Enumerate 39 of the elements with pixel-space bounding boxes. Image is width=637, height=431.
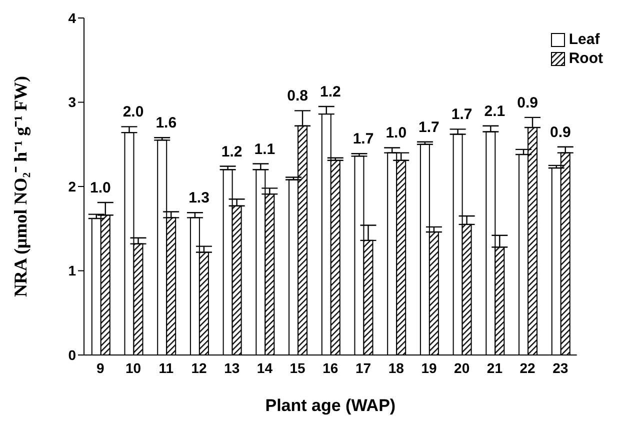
x-tick-label: 16: [322, 360, 338, 376]
annotation: 1.2: [221, 143, 242, 160]
x-tick-label: 19: [421, 360, 437, 376]
y-axis-title: NRA (μmol NO₂⁻ h⁻¹ g⁻¹ FW): [10, 76, 30, 297]
y-tick-label: 3: [68, 94, 76, 110]
x-tick-label: 12: [191, 360, 207, 376]
x-tick-label: 21: [486, 360, 503, 376]
annotation: 1.7: [352, 130, 374, 148]
annotation: 2.1: [484, 102, 506, 120]
x-tick-label: 15: [290, 360, 306, 376]
annotation: 0.9: [517, 94, 538, 112]
x-tick-label: 9: [96, 360, 105, 376]
annotation: 1.6: [156, 114, 177, 132]
annotation: 1.1: [254, 140, 276, 158]
x-tick-label: 18: [388, 360, 404, 376]
x-tick-label: 17: [355, 360, 372, 376]
annotation: 1.7: [451, 106, 472, 124]
x-tick-label: 22: [520, 360, 536, 376]
x-tick-label: 11: [158, 360, 174, 376]
annotation: 1.2: [320, 83, 341, 100]
y-tick-label: 1: [68, 262, 76, 279]
x-tick-label: 13: [224, 360, 240, 376]
annotation: 0.9: [550, 124, 571, 141]
x-tick-label: 20: [454, 360, 470, 376]
annotation: 0.8: [287, 88, 308, 105]
annotation: 1.3: [188, 190, 210, 207]
legend-label: Leaf: [568, 30, 600, 49]
x-tick-label: 14: [256, 360, 273, 376]
x-axis-title: Plant age (WAP): [265, 396, 396, 415]
annotation: 2.0: [122, 104, 144, 121]
x-tick-label: 10: [125, 360, 142, 376]
annotation: 1.0: [90, 180, 111, 197]
annotation: 1.7: [418, 118, 440, 136]
y-tick-label: 0: [68, 346, 76, 363]
x-tick-label: 23: [552, 360, 568, 376]
y-tick-label: 4: [68, 10, 76, 26]
legend-label: Root: [568, 49, 603, 68]
annotation: 1.0: [386, 124, 407, 142]
y-tick-label: 2: [68, 178, 76, 194]
